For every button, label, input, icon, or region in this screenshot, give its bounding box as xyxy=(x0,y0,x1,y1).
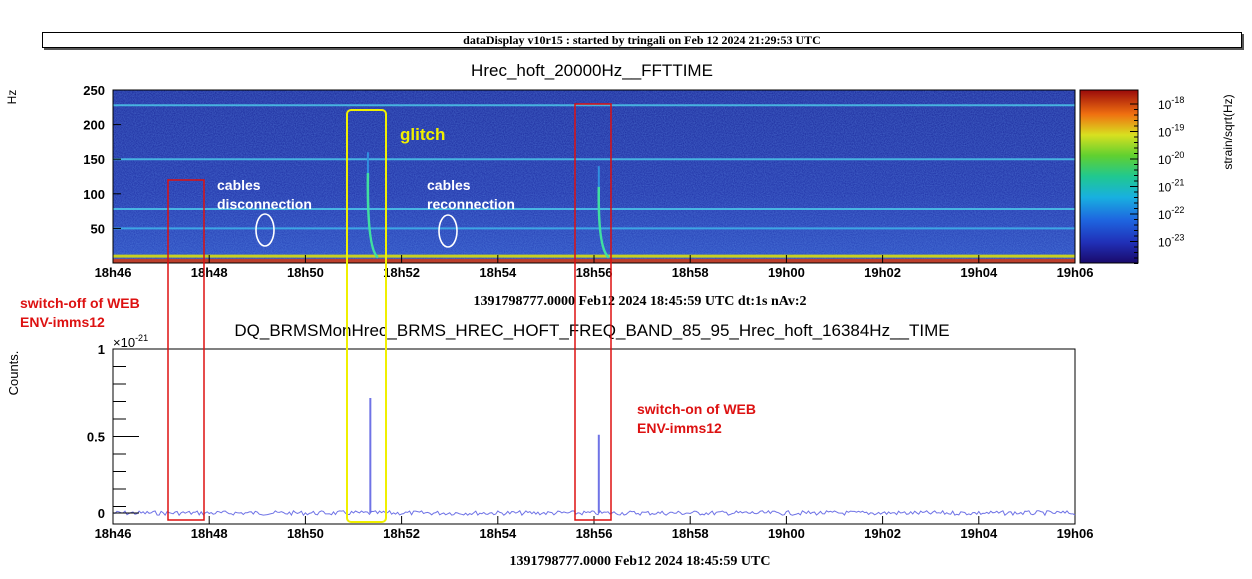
spectrogram-y-ticks: 250 200 150 100 50 xyxy=(83,83,121,236)
timeseries-title: DQ_BRMSMonHrec_BRMS_HREC_HOFT_FREQ_BAND_… xyxy=(234,321,949,340)
annotation-glitch: glitch xyxy=(400,125,445,144)
colorbar-tick-label: 10-20 xyxy=(1158,150,1184,167)
header-text: dataDisplay v10r15 : started by tringali… xyxy=(463,33,821,47)
spectrogram-panel: Hrec_hoft_20000Hz__FFTTIME Hz 250 200 150 1… xyxy=(5,61,1235,309)
annotation-reconnection-ellipse xyxy=(438,214,458,248)
x-tick-label: 18h50 xyxy=(287,265,324,280)
colorbar-tick-label: 10-23 xyxy=(1158,233,1184,250)
x-tick-label: 18h48 xyxy=(191,265,228,280)
timeseries-spikes xyxy=(369,398,600,513)
glitch-box xyxy=(346,109,387,523)
switch-on-label-line1: switch-on of WEB xyxy=(637,401,756,417)
annotations: cables disconnection cables reconnection… xyxy=(217,125,515,248)
colorbar xyxy=(1079,89,1139,264)
y-tick-label: 1 xyxy=(98,342,105,357)
x-tick-label: 18h52 xyxy=(383,265,420,280)
x-tick-label: 19h02 xyxy=(864,526,901,541)
x-tick-label: 18h58 xyxy=(672,526,709,541)
timeseries-y-axis-label: Counts. xyxy=(6,351,21,396)
colorbar-label: strain/sqrt(Hz) xyxy=(1221,94,1235,169)
y-tick-label: 100 xyxy=(83,187,105,202)
x-tick-label: 19h06 xyxy=(1057,265,1094,280)
annotation-cables-reconnection-line1: cables xyxy=(427,177,471,193)
spectrogram-y-axis-label: Hz xyxy=(5,90,19,105)
switch-off-label-line2: ENV-imms12 xyxy=(20,314,105,330)
timeseries-y-multiplier: ×10-21 xyxy=(113,333,148,350)
overlays: switch-off of WEB ENV-imms12 switch-on o… xyxy=(20,103,756,523)
timeseries-line xyxy=(112,509,1076,517)
y-tick-label: 150 xyxy=(83,152,105,167)
x-tick-label: 18h46 xyxy=(95,526,132,541)
header-bar: dataDisplay v10r15 : started by tringali… xyxy=(42,32,1242,48)
colorbar-tick-label: 10-19 xyxy=(1158,123,1184,140)
x-tick-label: 19h00 xyxy=(768,526,805,541)
y-tick-label: 250 xyxy=(83,83,105,98)
switch-on-box xyxy=(574,103,612,521)
x-tick-label: 18h54 xyxy=(479,265,517,280)
transient-track xyxy=(366,173,379,259)
spectrogram-x-ticks: 18h46 18h48 18h50 18h52 18h54 18h56 18h58 19h00… xyxy=(95,255,1094,280)
colorbar-tick-label: 10-22 xyxy=(1158,205,1184,222)
colorbar-tick-label: 10-21 xyxy=(1158,178,1184,195)
y-tick-label: 200 xyxy=(83,118,105,133)
switch-off-label-line1: switch-off of WEB xyxy=(20,295,140,311)
spectrogram-title: Hrec_hoft_20000Hz__FFTTIME xyxy=(471,61,713,80)
x-tick-label: 19h04 xyxy=(960,526,998,541)
spectrogram-x-axis-label: 1391798777.0000 Feb12 2024 18:45:59 UTC … xyxy=(473,294,806,309)
x-tick-label: 19h06 xyxy=(1057,526,1094,541)
x-tick-label: 19h00 xyxy=(768,265,805,280)
x-tick-label: 18h46 xyxy=(95,265,132,280)
timeseries-frame xyxy=(112,348,1076,525)
switch-on-label-line2: ENV-imms12 xyxy=(637,420,722,436)
colorbar-ticks: 10-18 10-19 10-20 10-21 10-22 10-23 xyxy=(1130,95,1184,264)
x-tick-label: 18h58 xyxy=(672,265,709,280)
y-tick-label: 0 xyxy=(98,506,105,521)
x-tick-label: 19h02 xyxy=(864,265,901,280)
spectrogram-transients xyxy=(366,152,610,259)
colorbar-tick-label: 10-18 xyxy=(1158,95,1184,112)
x-tick-label: 18h54 xyxy=(479,526,517,541)
y-tick-label: 0.5 xyxy=(87,430,105,445)
annotation-disconnection-ellipse xyxy=(255,213,275,247)
annotation-cables-disconnection-line1: cables xyxy=(217,177,261,193)
timeseries-y-ticks: 10.50 xyxy=(87,342,139,521)
x-tick-label: 18h52 xyxy=(383,526,420,541)
y-tick-label: 50 xyxy=(91,221,105,236)
x-tick-label: 18h56 xyxy=(576,526,613,541)
switch-off-box xyxy=(167,179,205,521)
timeseries-x-ticks: 18h46 18h48 18h50 18h52 18h54 18h56 18h58 19h00… xyxy=(95,516,1094,541)
x-tick-label: 18h48 xyxy=(191,526,228,541)
timeseries-x-axis-label: 1391798777.0000 Feb12 2024 18:45:59 UTC xyxy=(510,554,771,569)
timeseries-panel: DQ_BRMSMonHrec_BRMS_HREC_HOFT_FREQ_BAND_… xyxy=(6,321,1093,569)
x-tick-label: 19h04 xyxy=(960,265,998,280)
transient-track xyxy=(597,186,610,259)
x-tick-label: 18h50 xyxy=(287,526,324,541)
annotation-cables-reconnection-line2: reconnection xyxy=(427,196,515,212)
annotation-cables-disconnection-line2: disconnection xyxy=(217,196,312,212)
x-tick-label: 18h56 xyxy=(576,265,613,280)
